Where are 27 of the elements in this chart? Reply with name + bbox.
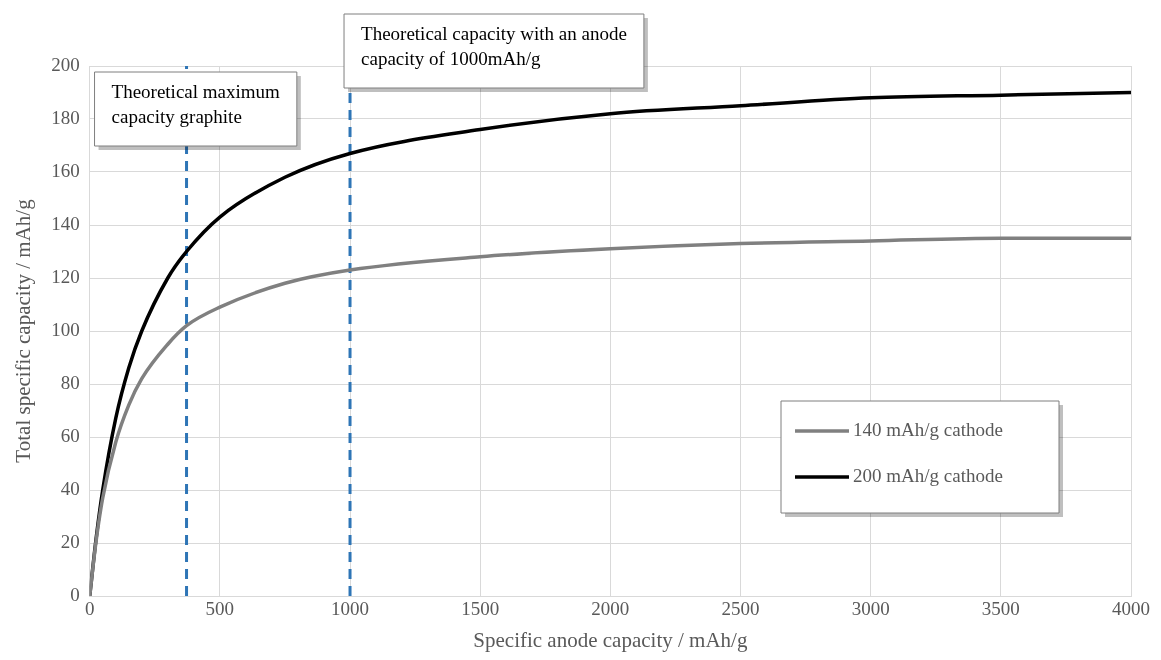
y-tick-label: 140 bbox=[51, 212, 80, 234]
y-tick-label: 40 bbox=[60, 477, 80, 499]
x-axis-title: Specific anode capacity / mAh/g bbox=[473, 627, 748, 652]
x-tick-label: 2000 bbox=[591, 598, 630, 620]
y-tick-label: 180 bbox=[51, 106, 80, 128]
x-tick-label: 3500 bbox=[981, 598, 1020, 620]
ref-line-label: Theoretical maximum capacity graphite bbox=[111, 81, 281, 128]
y-axis-title: Total specific capacity / mAh/g bbox=[11, 198, 36, 463]
x-tick-label: 4000 bbox=[1112, 598, 1150, 620]
y-tick-label: 20 bbox=[60, 530, 80, 552]
x-tick-label: 500 bbox=[205, 598, 235, 620]
legend-label: 140 mAh/g cathode bbox=[853, 418, 1003, 440]
y-tick-label: 200 bbox=[51, 53, 80, 75]
y-tick-label: 120 bbox=[51, 265, 80, 287]
x-tick-label: 1500 bbox=[461, 598, 500, 620]
y-tick-label: 60 bbox=[60, 424, 80, 446]
y-tick-label: 80 bbox=[60, 371, 80, 393]
x-tick-label: 1000 bbox=[331, 598, 370, 620]
y-tick-label: 100 bbox=[51, 318, 80, 340]
x-tick-label: 2500 bbox=[721, 598, 760, 620]
legend-label: 200 mAh/g cathode bbox=[853, 464, 1003, 486]
ref-line-label: Theoretical capacity with an anode capacity of 1000mAh/g bbox=[361, 23, 627, 70]
x-tick-label: 0 bbox=[84, 598, 95, 620]
x-tick-label: 3000 bbox=[851, 598, 890, 620]
y-tick-label: 160 bbox=[51, 159, 80, 181]
y-tick-label: 0 bbox=[70, 583, 80, 605]
line-series bbox=[89, 236, 1131, 596]
